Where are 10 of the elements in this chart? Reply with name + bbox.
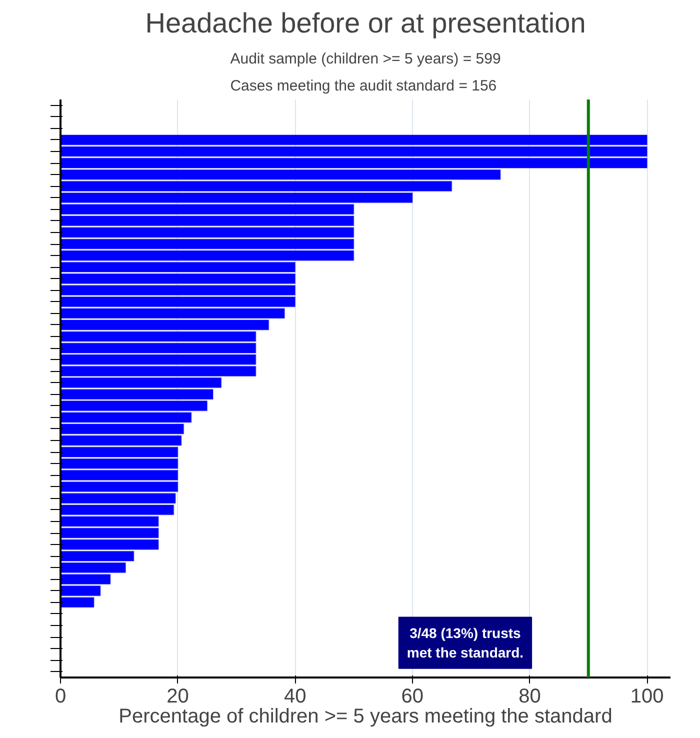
x-tick-label: 60 <box>401 686 424 708</box>
x-tick-label: 80 <box>518 686 541 708</box>
annotation: 3/48 (13%) trusts met the standard. <box>406 625 524 660</box>
x-tick-label: 0 <box>54 686 66 708</box>
x-tick-label: 100 <box>630 686 664 708</box>
x-tick-label: 20 <box>166 686 189 708</box>
chart-subtitle: Audit sample (children >= 5 years) = 599 Cases meeting the audit standard = 156 <box>230 50 501 94</box>
x-tick-label: 40 <box>284 686 306 708</box>
chart-title: Headache before or at presentation <box>145 8 586 38</box>
x-axis-title: Percentage of children >= 5 years meeting the standard <box>118 706 612 728</box>
